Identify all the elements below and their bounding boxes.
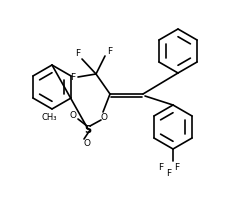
Text: F: F — [75, 50, 81, 59]
Text: O: O — [100, 112, 108, 122]
Text: F: F — [107, 47, 113, 56]
Text: O: O — [83, 139, 91, 147]
Text: F: F — [174, 163, 180, 172]
Text: F: F — [166, 170, 172, 179]
Text: F: F — [159, 163, 164, 172]
Text: CH₃: CH₃ — [41, 112, 57, 122]
Text: F: F — [70, 72, 76, 82]
Text: O: O — [69, 110, 77, 120]
Text: S: S — [84, 125, 91, 135]
